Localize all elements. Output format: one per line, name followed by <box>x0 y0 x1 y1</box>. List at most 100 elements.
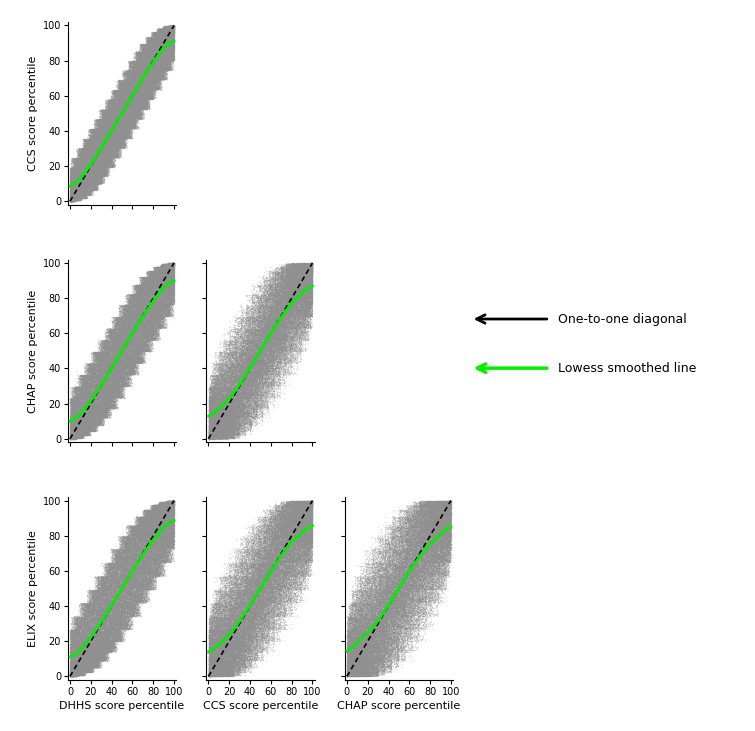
Point <box>245 591 257 602</box>
Point <box>79 390 91 402</box>
Point <box>138 325 150 336</box>
Point <box>123 310 135 322</box>
Point <box>284 514 296 526</box>
Point <box>134 81 146 93</box>
Point <box>79 395 91 407</box>
Point <box>270 299 282 311</box>
Point <box>348 665 360 677</box>
Point <box>126 591 138 602</box>
Point <box>68 384 80 395</box>
Point <box>137 334 149 346</box>
Point <box>100 336 112 347</box>
Point <box>87 161 99 173</box>
Point <box>237 651 249 662</box>
Point <box>168 286 180 298</box>
Point <box>112 89 124 101</box>
Point <box>109 112 122 124</box>
Point <box>87 596 99 607</box>
Point <box>69 186 81 197</box>
Point <box>156 317 168 328</box>
Point <box>138 580 150 591</box>
Point <box>111 86 123 98</box>
Point <box>261 302 273 314</box>
Point <box>236 616 248 627</box>
Point <box>298 512 310 523</box>
Point <box>80 665 92 677</box>
Point <box>432 515 444 527</box>
Point <box>97 393 109 404</box>
Point <box>66 193 79 205</box>
Point <box>289 301 301 313</box>
Point <box>95 110 107 122</box>
Point <box>297 520 310 531</box>
Point <box>264 330 276 342</box>
Point <box>209 400 221 412</box>
Point <box>143 42 156 54</box>
Point <box>401 599 413 610</box>
Point <box>425 507 437 519</box>
Point <box>109 361 121 373</box>
Point <box>261 623 273 635</box>
Point <box>262 607 274 619</box>
Point <box>129 549 141 561</box>
Point <box>143 314 156 325</box>
Point <box>86 401 98 413</box>
Point <box>431 601 443 613</box>
Point <box>208 623 220 635</box>
Point <box>220 423 233 435</box>
Point <box>297 266 309 278</box>
Point <box>368 607 381 618</box>
Point <box>91 355 103 367</box>
Point <box>119 69 131 80</box>
Point <box>209 661 221 673</box>
Point <box>157 48 169 60</box>
Point <box>73 181 85 192</box>
Point <box>238 626 250 638</box>
Point <box>234 616 246 628</box>
Point <box>113 344 125 355</box>
Point <box>73 659 85 670</box>
Point <box>280 583 292 595</box>
Point <box>217 422 229 433</box>
Point <box>208 372 220 384</box>
Point <box>156 507 168 519</box>
Point <box>257 534 270 546</box>
Point <box>257 573 269 585</box>
Point <box>153 297 165 308</box>
Point <box>98 395 110 406</box>
Point <box>152 514 164 526</box>
Point <box>344 616 356 628</box>
Point <box>112 317 125 329</box>
Point <box>126 341 138 353</box>
Point <box>439 507 451 519</box>
Point <box>79 375 91 387</box>
Point <box>240 387 252 398</box>
Point <box>117 596 129 607</box>
Point <box>132 89 144 101</box>
Point <box>125 549 137 561</box>
Point <box>296 264 308 276</box>
Point <box>116 137 128 149</box>
Point <box>254 515 267 526</box>
Point <box>217 647 229 659</box>
Point <box>166 500 178 512</box>
Point <box>367 643 379 655</box>
Point <box>273 568 285 580</box>
Point <box>82 413 94 425</box>
Point <box>238 330 250 342</box>
Point <box>216 407 228 419</box>
Point <box>125 71 137 83</box>
Point <box>227 642 239 654</box>
Point <box>279 281 291 292</box>
Point <box>119 332 131 344</box>
Point <box>74 669 86 681</box>
Point <box>71 182 83 194</box>
Point <box>225 407 237 419</box>
Point <box>124 314 136 325</box>
Point <box>211 371 223 383</box>
Point <box>416 502 428 514</box>
Point <box>118 129 130 140</box>
Point <box>210 411 222 423</box>
Point <box>87 158 99 170</box>
Point <box>422 527 434 539</box>
